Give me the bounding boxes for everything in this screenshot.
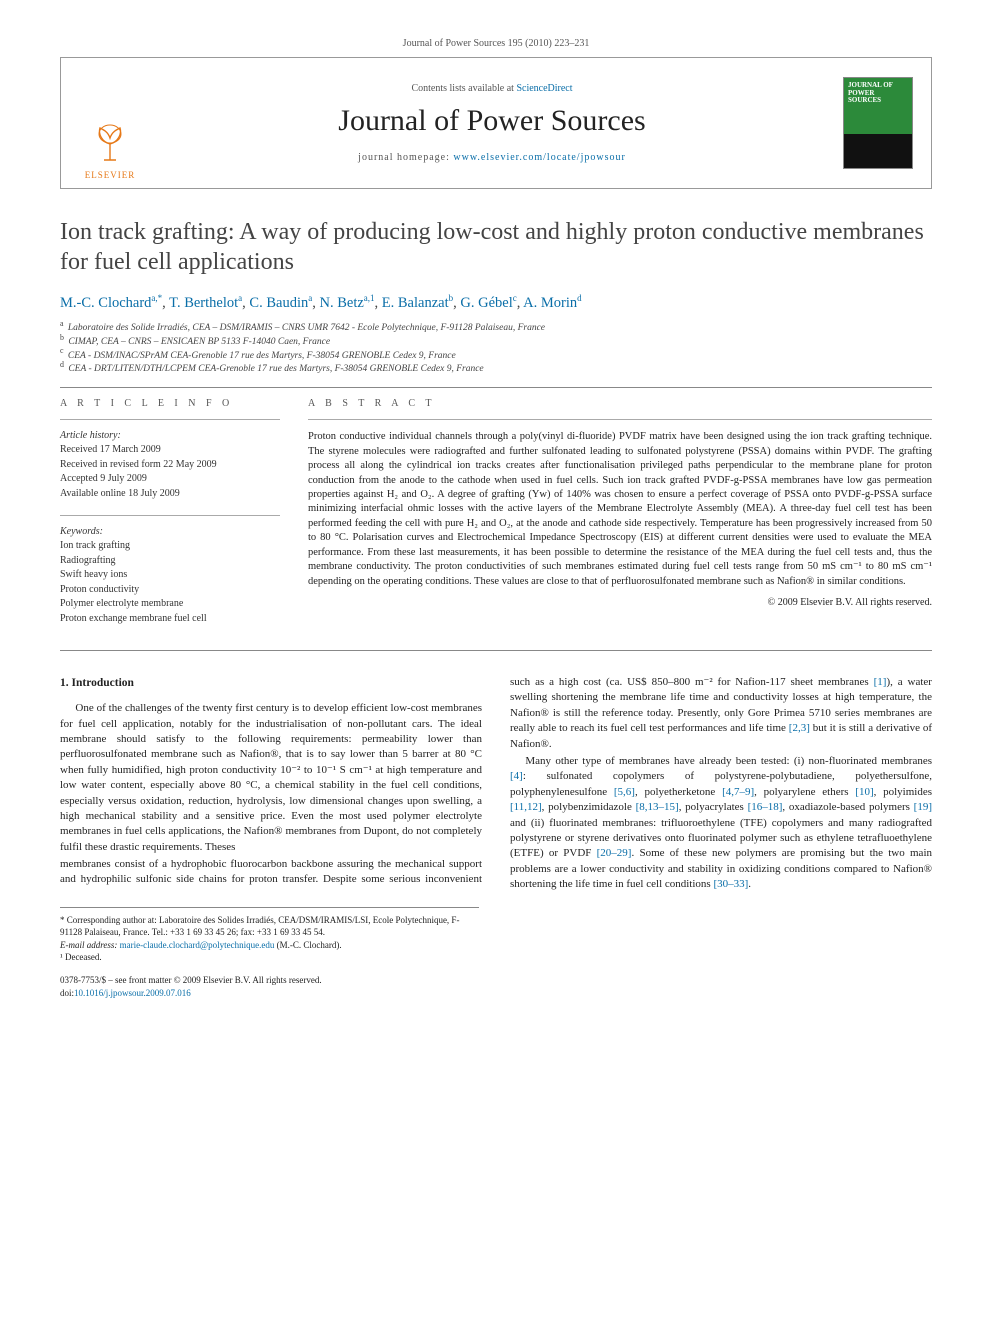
- keywords-block: Keywords: Ion track grafting Radiografti…: [60, 526, 280, 626]
- abstract-copyright: © 2009 Elsevier B.V. All rights reserved…: [308, 597, 932, 608]
- citation-link[interactable]: [4]: [510, 770, 523, 782]
- history-label: Article history:: [60, 430, 280, 441]
- citation-link[interactable]: [19]: [914, 801, 932, 813]
- running-head: Journal of Power Sources 195 (2010) 223–…: [60, 38, 932, 49]
- deceased-note: ¹ Deceased.: [60, 951, 479, 964]
- contents-line: Contents lists available at ScienceDirec…: [411, 83, 572, 94]
- affiliation-line: b CIMAP, CEA – CNRS – ENSICAEN BP 5133 F…: [60, 336, 932, 350]
- article-info-heading: A R T I C L E I N F O: [60, 398, 280, 409]
- author-link[interactable]: A. Morin: [523, 295, 577, 311]
- citation-link[interactable]: [16–18]: [748, 801, 783, 813]
- affiliations: a Laboratoire des Solide Irradiés, CEA –…: [60, 322, 932, 377]
- citation-link[interactable]: [10]: [855, 786, 873, 798]
- citation-link[interactable]: [5,6]: [614, 786, 635, 798]
- keyword: Proton conductivity: [60, 583, 280, 598]
- body-paragraph: One of the challenges of the twenty firs…: [60, 701, 482, 855]
- info-abstract-row: A R T I C L E I N F O Article history: R…: [60, 398, 932, 640]
- keyword: Radiografting: [60, 554, 280, 569]
- email-link[interactable]: marie-claude.clochard@polytechnique.edu: [120, 940, 275, 950]
- front-matter-line: 0378-7753/$ – see front matter © 2009 El…: [60, 974, 932, 987]
- author-link[interactable]: T. Berthelot: [169, 295, 238, 311]
- section-heading-intro: 1. Introduction: [60, 675, 482, 691]
- affiliation-line: d CEA - DRT/LITEN/DTH/LCPEM CEA-Grenoble…: [60, 363, 932, 377]
- citation-link[interactable]: [30–33]: [713, 878, 748, 890]
- article-title: Ion track grafting: A way of producing l…: [60, 217, 932, 277]
- history-line: Accepted 9 July 2009: [60, 472, 280, 487]
- homepage-link[interactable]: www.elsevier.com/locate/jpowsour: [453, 152, 625, 163]
- footnotes: * Corresponding author at: Laboratoire d…: [60, 907, 479, 964]
- rule: [60, 650, 932, 651]
- author-link[interactable]: M.-C. Clochard: [60, 295, 151, 311]
- affiliation-line: c CEA - DSM/INAC/SPrAM CEA-Grenoble 17 r…: [60, 350, 932, 364]
- article-info-column: A R T I C L E I N F O Article history: R…: [60, 398, 280, 640]
- masthead-center: Contents lists available at ScienceDirec…: [159, 58, 825, 188]
- author-aff-sup: d: [577, 293, 582, 303]
- keyword: Polymer electrolyte membrane: [60, 597, 280, 612]
- keyword: Swift heavy ions: [60, 568, 280, 583]
- masthead: ELSEVIER Contents lists available at Sci…: [60, 57, 932, 189]
- history-line: Received in revised form 22 May 2009: [60, 458, 280, 473]
- citation-link[interactable]: [4,7–9]: [722, 786, 754, 798]
- homepage-prefix: journal homepage:: [358, 152, 453, 163]
- history-line: Received 17 March 2009: [60, 443, 280, 458]
- citation-link[interactable]: [2,3]: [789, 722, 810, 734]
- author-aff-sup: a,*: [151, 293, 162, 303]
- author-aff-sup: b: [449, 293, 454, 303]
- email-line: E-mail address: marie-claude.clochard@po…: [60, 939, 479, 952]
- body-paragraph: Many other type of membranes have alread…: [510, 754, 932, 893]
- keyword: Proton exchange membrane fuel cell: [60, 612, 280, 627]
- article-history-block: Article history: Received 17 March 2009 …: [60, 430, 280, 501]
- contents-prefix: Contents lists available at: [411, 83, 516, 94]
- abstract-text: Proton conductive individual channels th…: [308, 430, 932, 589]
- sciencedirect-link[interactable]: ScienceDirect: [516, 83, 572, 94]
- author-aff-sup: a: [238, 293, 242, 303]
- corresponding-author-note: * Corresponding author at: Laboratoire d…: [60, 914, 479, 939]
- publisher-logo-block: ELSEVIER: [61, 58, 159, 188]
- body-two-column: 1. Introduction One of the challenges of…: [60, 675, 932, 892]
- doi-block: 0378-7753/$ – see front matter © 2009 El…: [60, 974, 932, 999]
- authors-line: M.-C. Clocharda,*, T. Berthelota, C. Bau…: [60, 295, 932, 312]
- page: Journal of Power Sources 195 (2010) 223–…: [0, 0, 992, 1039]
- publisher-label: ELSEVIER: [85, 170, 136, 180]
- cover-label-2: POWER SOURCES: [848, 90, 908, 105]
- citation-link[interactable]: [1]: [874, 676, 887, 688]
- author-link[interactable]: E. Balanzat: [382, 295, 449, 311]
- elsevier-logo: ELSEVIER: [85, 120, 136, 180]
- author-aff-sup: a: [308, 293, 312, 303]
- journal-cover-thumb: JOURNAL OF POWER SOURCES: [843, 77, 913, 169]
- author-link[interactable]: G. Gébel: [460, 295, 512, 311]
- journal-name: Journal of Power Sources: [338, 104, 645, 138]
- doi-link[interactable]: 10.1016/j.jpowsour.2009.07.016: [74, 988, 191, 998]
- masthead-right: JOURNAL OF POWER SOURCES: [825, 58, 931, 188]
- author-aff-sup: c: [513, 293, 517, 303]
- history-line: Available online 18 July 2009: [60, 487, 280, 502]
- citation-link[interactable]: [8,13–15]: [636, 801, 679, 813]
- citation-link[interactable]: [20–29]: [597, 847, 632, 859]
- citation-link[interactable]: [11,12]: [510, 801, 542, 813]
- rule: [60, 387, 932, 388]
- abstract-heading: A B S T R A C T: [308, 398, 932, 409]
- keyword: Ion track grafting: [60, 539, 280, 554]
- author-link[interactable]: C. Baudin: [249, 295, 308, 311]
- elsevier-tree-icon: [88, 120, 132, 164]
- abstract-column: A B S T R A C T Proton conductive indivi…: [308, 398, 932, 640]
- affiliation-line: a Laboratoire des Solide Irradiés, CEA –…: [60, 322, 932, 336]
- author-aff-sup: a,1: [364, 293, 375, 303]
- homepage-line: journal homepage: www.elsevier.com/locat…: [358, 152, 626, 163]
- author-link[interactable]: N. Betz: [319, 295, 363, 311]
- doi-line: doi:10.1016/j.jpowsour.2009.07.016: [60, 987, 932, 1000]
- keywords-label: Keywords:: [60, 526, 280, 537]
